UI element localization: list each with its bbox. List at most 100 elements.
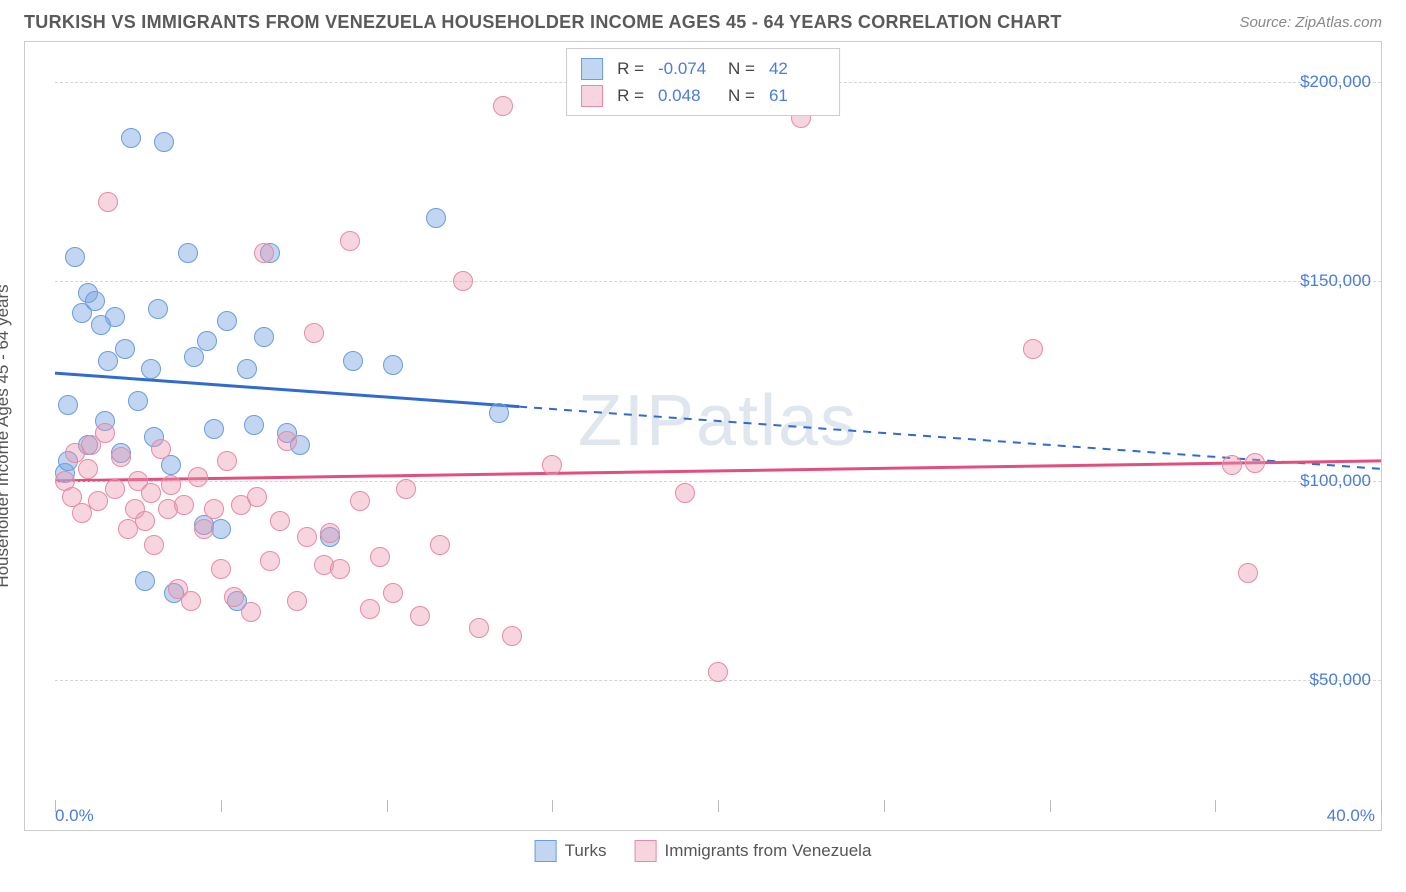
scatter-point-venezuela [469, 618, 489, 638]
scatter-point-turks [254, 327, 274, 347]
y-axis-label: Householder Income Ages 45 - 64 years [0, 284, 13, 587]
correlation-chart: Householder Income Ages 45 - 64 years ZI… [24, 41, 1382, 831]
scatter-point-turks [105, 307, 125, 327]
scatter-point-venezuela [1023, 339, 1043, 359]
scatter-point-venezuela [224, 587, 244, 607]
stats-row-turks: R = -0.074 N = 42 [581, 55, 825, 82]
stat-n-label: N = [728, 82, 755, 109]
scatter-point-venezuela [277, 431, 297, 451]
scatter-point-venezuela [188, 467, 208, 487]
scatter-point-venezuela [675, 483, 695, 503]
stat-n-turks: 42 [769, 55, 825, 82]
scatter-point-venezuela [194, 519, 214, 539]
scatter-point-turks [128, 391, 148, 411]
x-tick [884, 800, 885, 812]
scatter-point-turks [184, 347, 204, 367]
scatter-point-venezuela [95, 423, 115, 443]
x-tick [1381, 800, 1382, 812]
scatter-point-venezuela [708, 662, 728, 682]
x-tick [718, 800, 719, 812]
swatch-venezuela [634, 840, 656, 862]
scatter-point-turks [154, 132, 174, 152]
legend-label-turks: Turks [565, 841, 607, 861]
scatter-point-venezuela [217, 451, 237, 471]
scatter-point-venezuela [340, 231, 360, 251]
scatter-point-venezuela [247, 487, 267, 507]
scatter-point-venezuela [360, 599, 380, 619]
x-tick [387, 800, 388, 812]
scatter-point-venezuela [493, 96, 513, 116]
gridline [55, 281, 1381, 282]
scatter-point-turks [85, 291, 105, 311]
scatter-point-venezuela [204, 499, 224, 519]
scatter-point-venezuela [135, 511, 155, 531]
regression-line-turks [55, 373, 519, 407]
scatter-point-venezuela [287, 591, 307, 611]
scatter-point-turks [217, 311, 237, 331]
scatter-point-venezuela [151, 439, 171, 459]
scatter-point-venezuela [1222, 455, 1242, 475]
plot-area: ZIPatlas $50,000$100,000$150,000$200,000 [55, 42, 1381, 800]
stat-r-label: R = [617, 82, 644, 109]
scatter-point-venezuela [78, 459, 98, 479]
scatter-point-turks [178, 243, 198, 263]
y-tick-label: $150,000 [1300, 271, 1371, 291]
x-tick-label-left: 0.0% [55, 806, 94, 826]
gridline [55, 481, 1381, 482]
scatter-point-venezuela [304, 323, 324, 343]
scatter-point-venezuela [144, 535, 164, 555]
regression-line-venezuela [55, 461, 1381, 481]
x-tick [1050, 800, 1051, 812]
scatter-point-venezuela [502, 626, 522, 646]
stats-row-venezuela: R = 0.048 N = 61 [581, 82, 825, 109]
scatter-point-venezuela [181, 591, 201, 611]
scatter-point-venezuela [254, 243, 274, 263]
stats-legend: R = -0.074 N = 42 R = 0.048 N = 61 [566, 48, 840, 116]
scatter-point-venezuela [161, 475, 181, 495]
legend-item-turks: Turks [535, 840, 607, 862]
scatter-point-venezuela [350, 491, 370, 511]
scatter-point-venezuela [297, 527, 317, 547]
scatter-point-turks [148, 299, 168, 319]
scatter-point-venezuela [430, 535, 450, 555]
stat-r-turks: -0.074 [658, 55, 714, 82]
scatter-point-venezuela [410, 606, 430, 626]
swatch-turks [581, 58, 603, 80]
stat-n-venezuela: 61 [769, 82, 825, 109]
swatch-venezuela [581, 85, 603, 107]
scatter-point-venezuela [111, 447, 131, 467]
scatter-point-venezuela [396, 479, 416, 499]
scatter-point-venezuela [453, 271, 473, 291]
stat-r-label: R = [617, 55, 644, 82]
y-tick-label: $50,000 [1310, 670, 1371, 690]
x-tick [1215, 800, 1216, 812]
y-tick-label: $100,000 [1300, 471, 1371, 491]
bottom-legend: Turks Immigrants from Venezuela [535, 840, 872, 862]
scatter-point-turks [121, 128, 141, 148]
legend-item-venezuela: Immigrants from Venezuela [634, 840, 871, 862]
scatter-point-turks [383, 355, 403, 375]
scatter-point-turks [343, 351, 363, 371]
source-label: Source: ZipAtlas.com [1239, 14, 1382, 31]
scatter-point-turks [135, 571, 155, 591]
scatter-point-venezuela [105, 479, 125, 499]
scatter-point-venezuela [330, 559, 350, 579]
scatter-point-turks [426, 208, 446, 228]
scatter-point-venezuela [320, 523, 340, 543]
scatter-point-venezuela [260, 551, 280, 571]
scatter-point-turks [141, 359, 161, 379]
scatter-point-turks [237, 359, 257, 379]
scatter-point-venezuela [141, 483, 161, 503]
scatter-point-venezuela [542, 455, 562, 475]
stat-r-venezuela: 0.048 [658, 82, 714, 109]
scatter-point-venezuela [383, 583, 403, 603]
scatter-point-venezuela [1245, 453, 1265, 473]
x-tick-label-right: 40.0% [1327, 806, 1375, 826]
swatch-turks [535, 840, 557, 862]
scatter-point-venezuela [270, 511, 290, 531]
scatter-point-turks [489, 403, 509, 423]
scatter-point-turks [204, 419, 224, 439]
scatter-point-turks [244, 415, 264, 435]
scatter-point-turks [115, 339, 135, 359]
scatter-point-venezuela [98, 192, 118, 212]
